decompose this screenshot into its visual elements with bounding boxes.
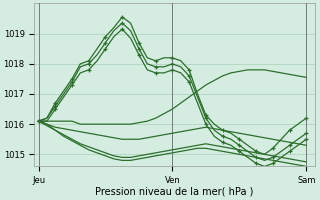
X-axis label: Pression niveau de la mer( hPa ): Pression niveau de la mer( hPa ) bbox=[95, 187, 254, 197]
